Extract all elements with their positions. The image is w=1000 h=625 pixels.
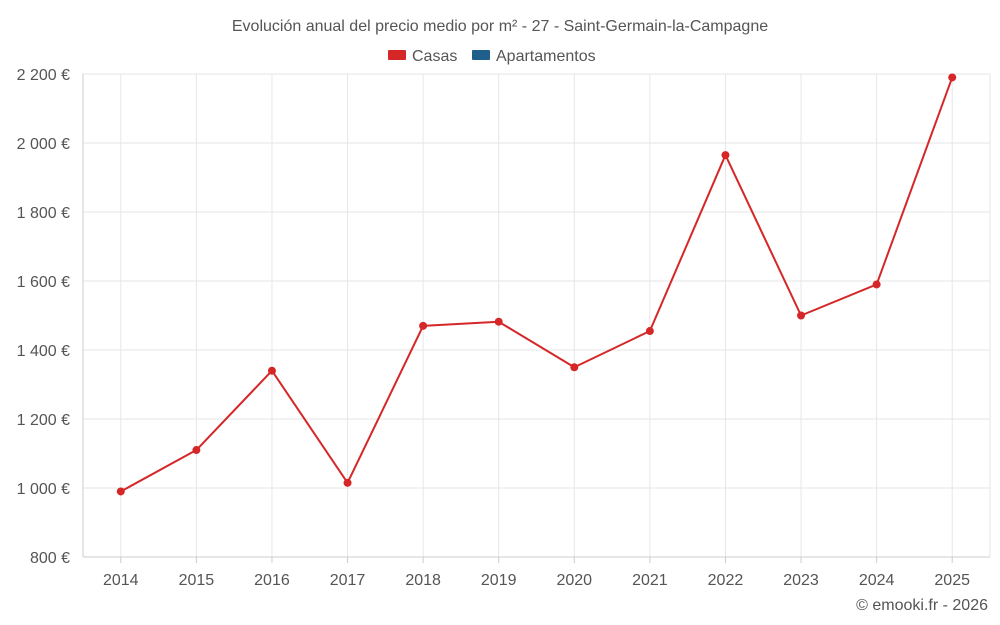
- data-point-casas[interactable]: [948, 73, 957, 82]
- x-tick-label: 2019: [481, 572, 517, 589]
- x-tick-label: 2023: [783, 572, 819, 589]
- legend: Casas Apartamentos: [388, 48, 596, 65]
- data-point-casas[interactable]: [267, 366, 276, 375]
- y-tick-label: 1 800 €: [17, 205, 70, 222]
- legend-label-casas: Casas: [412, 48, 457, 65]
- grid: [83, 73, 991, 557]
- x-tick-label: 2015: [179, 572, 215, 589]
- legend-swatch-apartamentos: [472, 50, 490, 60]
- y-tick-label: 1 400 €: [17, 343, 70, 360]
- x-tick-label: 2014: [103, 572, 139, 589]
- legend-item-apartamentos[interactable]: Apartamentos: [472, 48, 596, 65]
- y-tick-label: 2 200 €: [17, 67, 70, 84]
- y-tick-label: 800 €: [30, 550, 70, 567]
- y-tick-label: 1 200 €: [17, 412, 70, 429]
- data-point-casas[interactable]: [192, 446, 201, 455]
- x-tick-label: 2017: [330, 572, 366, 589]
- y-axis: 800 € 1 000 € 1 200 € 1 400 € 1 600 € 1 800 €…: [17, 67, 84, 567]
- series-casas: [116, 73, 957, 496]
- x-tick-label: 2018: [405, 572, 441, 589]
- data-point-casas[interactable]: [797, 311, 806, 320]
- x-axis: 2014 2015 2016 2017 2018 2019 2020 2021 2022 2023…: [83, 556, 990, 589]
- x-tick-label: 2022: [708, 572, 744, 589]
- y-tick-label: 2 000 €: [17, 136, 70, 153]
- data-point-casas[interactable]: [570, 363, 579, 372]
- legend-item-casas[interactable]: Casas: [388, 48, 457, 65]
- x-tick-label: 2020: [556, 572, 592, 589]
- x-tick-label: 2021: [632, 572, 668, 589]
- chart-title: Evolución anual del precio medio por m² …: [232, 18, 768, 35]
- x-tick-label: 2024: [859, 572, 895, 589]
- y-tick-label: 1 600 €: [17, 274, 70, 291]
- data-point-casas[interactable]: [721, 151, 730, 160]
- data-point-casas[interactable]: [645, 327, 654, 336]
- data-point-casas[interactable]: [343, 478, 352, 487]
- data-point-casas[interactable]: [419, 321, 428, 330]
- data-point-casas[interactable]: [494, 317, 503, 326]
- data-point-casas[interactable]: [116, 487, 125, 496]
- legend-label-apartamentos: Apartamentos: [496, 48, 596, 65]
- x-tick-label: 2016: [254, 572, 290, 589]
- legend-swatch-casas: [388, 50, 406, 60]
- data-point-casas[interactable]: [872, 280, 881, 289]
- x-tick-label: 2025: [934, 572, 970, 589]
- y-tick-label: 1 000 €: [17, 481, 70, 498]
- series-line-casas: [120, 77, 954, 493]
- credit-text: © emooki.fr - 2026: [856, 597, 988, 614]
